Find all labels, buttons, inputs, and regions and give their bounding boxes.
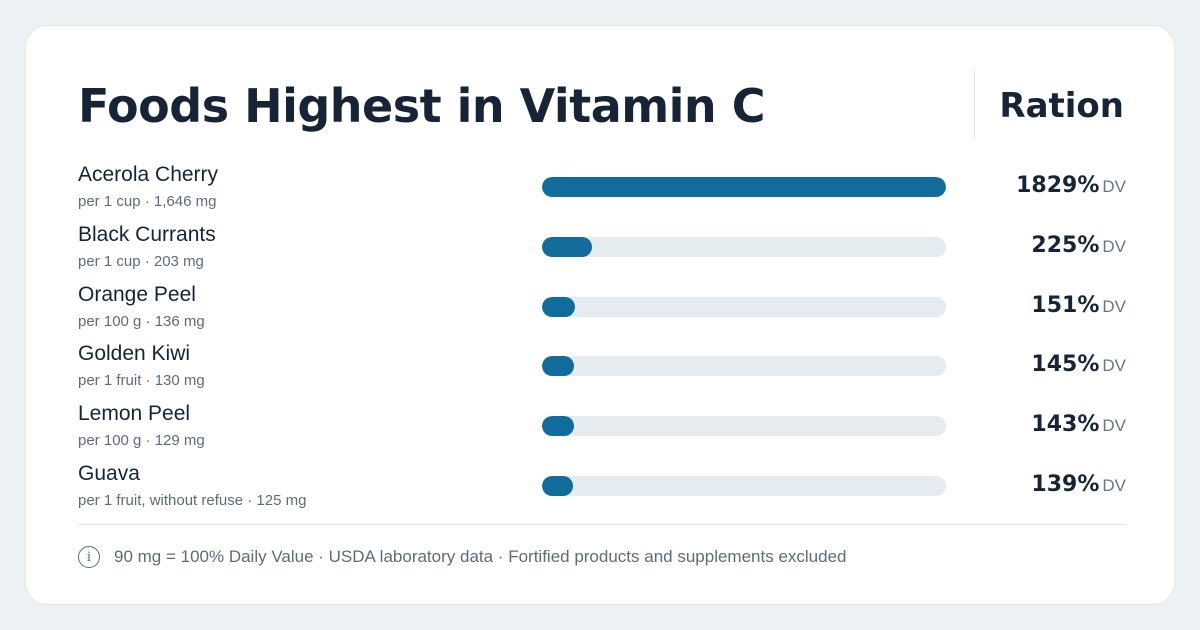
percent-value: 1829% <box>1016 173 1100 198</box>
bar-track <box>542 416 946 436</box>
serving-detail-label: per 1 fruit, without refuse · 125 mg <box>78 492 307 509</box>
bar-fill <box>542 416 574 436</box>
info-icon: i <box>78 546 100 568</box>
serving-detail-label: per 100 g · 136 mg <box>78 313 205 330</box>
unit-label: DV <box>1102 476 1126 495</box>
bar-fill <box>542 356 574 376</box>
bar-row: Black Currants per 1 cup · 203 mg 225% DV <box>78 222 1126 278</box>
header-divider <box>974 70 975 140</box>
percent-value: 143% <box>1031 412 1100 437</box>
bar-fill <box>542 297 575 317</box>
percent-value: 139% <box>1031 472 1100 497</box>
food-name-label: Acerola Cherry <box>78 163 219 186</box>
value-label: 143% DV <box>1031 410 1126 442</box>
unit-label: DV <box>1102 297 1126 316</box>
serving-detail-label: per 100 g · 129 mg <box>78 432 205 449</box>
value-label: 225% DV <box>1031 231 1126 263</box>
bar-track <box>542 177 946 197</box>
food-name-label: Orange Peel <box>78 283 196 306</box>
food-name-label: Black Currants <box>78 223 216 246</box>
unit-label: DV <box>1102 177 1126 196</box>
bar-row: Acerola Cherry per 1 cup · 1,646 mg 1829% D… <box>78 162 1126 218</box>
value-label: 145% DV <box>1031 350 1126 382</box>
serving-detail-label: per 1 fruit · 130 mg <box>78 372 205 389</box>
chart-title: Foods Highest in Vitamin C <box>78 79 765 133</box>
percent-value: 151% <box>1031 293 1100 318</box>
bar-row: Guava per 1 fruit, without refuse · 125 m… <box>78 461 1126 517</box>
serving-detail-label: per 1 cup · 1,646 mg <box>78 193 217 210</box>
bar-track <box>542 356 946 376</box>
percent-value: 225% <box>1031 233 1100 258</box>
footer-divider <box>78 524 1126 525</box>
bar-track <box>542 476 946 496</box>
value-label: 1829% DV <box>1016 171 1126 203</box>
footnote: 90 mg = 100% Daily Value · USDA laborato… <box>114 547 847 566</box>
food-name-label: Lemon Peel <box>78 402 191 425</box>
bar-track <box>542 237 946 257</box>
bar-fill <box>542 237 592 257</box>
bar-row: Lemon Peel per 100 g · 129 mg 143% DV <box>78 401 1126 457</box>
footer: i 90 mg = 100% Daily Value · USDA labora… <box>78 543 847 571</box>
value-label: 151% DV <box>1031 291 1126 323</box>
unit-label: DV <box>1102 416 1126 435</box>
chart-card: Foods Highest in Vitamin C Ration Acerol… <box>25 25 1175 605</box>
percent-value: 145% <box>1031 352 1100 377</box>
food-name-label: Guava <box>78 462 140 485</box>
serving-detail-label: per 1 cup · 203 mg <box>78 253 204 270</box>
value-label: 139% DV <box>1031 470 1126 502</box>
bar-fill <box>542 476 573 496</box>
unit-label: DV <box>1102 356 1126 375</box>
bar-fill <box>542 177 946 197</box>
bar-row: Golden Kiwi per 1 fruit · 130 mg 145% DV <box>78 341 1126 397</box>
food-name-label: Golden Kiwi <box>78 342 191 365</box>
unit-label: DV <box>1102 237 1126 256</box>
bar-row: Orange Peel per 100 g · 136 mg 151% DV <box>78 282 1126 338</box>
brand-logo: Ration <box>999 86 1124 126</box>
bar-track <box>542 297 946 317</box>
